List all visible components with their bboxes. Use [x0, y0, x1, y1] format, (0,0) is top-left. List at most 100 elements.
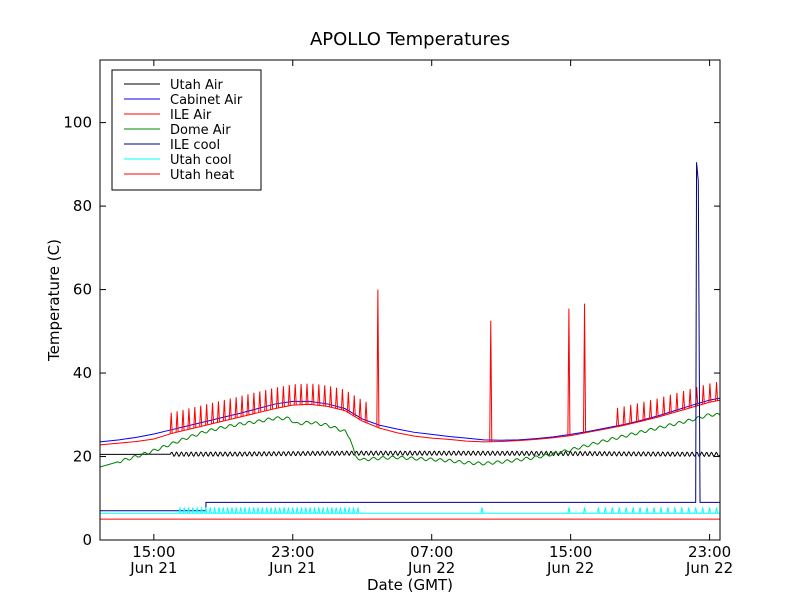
y-tick-label: 80 [73, 197, 92, 215]
spike-mark [278, 507, 282, 514]
plot-frame [99, 59, 721, 541]
legend-item: Utah heat [124, 168, 234, 183]
spike-mark [239, 507, 243, 514]
spike-mark [246, 394, 250, 416]
spike-mark [583, 507, 587, 514]
spike-mark [668, 394, 672, 414]
spike-mark [282, 507, 286, 514]
spike-mark [629, 404, 633, 424]
x-tick-time: 23:00 [688, 543, 731, 561]
x-tick-date: Jun 22 [407, 559, 455, 577]
spike-mark [187, 507, 191, 514]
spike-mark [205, 404, 209, 426]
spike-mark [701, 507, 705, 514]
y-tick-label: 0 [82, 531, 92, 549]
spike-mark [659, 507, 663, 514]
spike-mark [270, 388, 274, 410]
spike-mark [222, 399, 226, 421]
spike-mark [652, 507, 656, 514]
spike-mark [687, 507, 691, 514]
y-tick-label: 60 [73, 281, 92, 299]
legend-label: ILE Air [170, 108, 212, 123]
spike-mark [221, 507, 225, 514]
spike-mark [256, 507, 260, 514]
spike-mark [358, 398, 362, 420]
y-tick-label: 40 [73, 364, 92, 382]
spike-mark [635, 403, 639, 423]
spike-mark [228, 398, 232, 420]
spike-mark [567, 507, 571, 514]
spike-mark [191, 507, 195, 514]
spike-mark [622, 406, 626, 426]
spike-mark [335, 387, 339, 409]
spike-mark [323, 385, 327, 407]
x-tick-time: 15:00 [549, 543, 592, 561]
spike-mark [346, 391, 350, 413]
legend-box [111, 69, 262, 191]
x-tick-time: 07:00 [410, 543, 453, 561]
spike-mark [638, 507, 642, 514]
spike-mark [317, 384, 321, 406]
spike-mark [688, 389, 692, 408]
spike-mark [480, 507, 484, 514]
spike-mark [182, 507, 186, 514]
y-tick-label: 100 [63, 114, 92, 132]
spike-mark [317, 507, 321, 514]
spike-mark [708, 383, 712, 403]
spike-mark [275, 387, 280, 409]
spike-mark [234, 507, 238, 514]
spike-mark [615, 407, 620, 427]
spike-mark [181, 409, 185, 431]
x-tick-time: 23:00 [271, 543, 314, 561]
spike-mark [187, 408, 191, 430]
legend-label: Utah Air [170, 78, 223, 93]
spike-mark [286, 507, 290, 514]
legend-item: Cabinet Air [124, 93, 243, 108]
spike-mark [352, 395, 356, 417]
spike-mark [675, 392, 679, 412]
spike-mark [305, 383, 309, 405]
spike-mark [376, 289, 380, 428]
chart-title: APOLLO Temperatures [310, 29, 510, 50]
y-axis: 0 20 40 60 80 100 [63, 114, 720, 549]
spike-mark [680, 507, 684, 514]
spike-mark [338, 507, 343, 514]
spike-mark [226, 507, 230, 514]
spike-mark [178, 507, 182, 514]
spike-mark [356, 507, 360, 514]
spike-mark [258, 391, 262, 413]
x-tick-time: 15:00 [132, 543, 175, 561]
spike-mark [583, 303, 587, 433]
spike-mark [655, 398, 659, 418]
spike-mark [714, 382, 719, 401]
spike-mark [624, 507, 628, 514]
spike-mark [617, 507, 621, 514]
spike-mark [240, 395, 244, 417]
legend-item: ILE Air [124, 108, 212, 123]
spike-mark [666, 507, 670, 514]
x-tick-date: Jun 22 [685, 559, 733, 577]
spike-mark [204, 507, 208, 514]
spike-mark [299, 507, 303, 514]
spike-mark [216, 401, 220, 423]
spike-mark [714, 507, 719, 514]
spike-mark [264, 389, 268, 411]
x-tick-date: Jun 21 [268, 559, 316, 577]
spike-mark [329, 386, 333, 408]
spike-mark [193, 406, 197, 428]
legend-label: Dome Air [170, 123, 231, 138]
spike-mark [312, 507, 317, 514]
spike-mark [662, 396, 666, 416]
series-layer [99, 162, 721, 520]
spike-mark [252, 392, 256, 414]
spike-mark [325, 507, 330, 514]
series-line [99, 399, 721, 446]
spike-mark [603, 507, 607, 514]
legend-label: Utah heat [170, 168, 234, 183]
series-line [100, 450, 721, 458]
spike-mark [213, 507, 217, 514]
legend-item: Utah cool [124, 153, 232, 168]
spike-mark [208, 507, 212, 514]
